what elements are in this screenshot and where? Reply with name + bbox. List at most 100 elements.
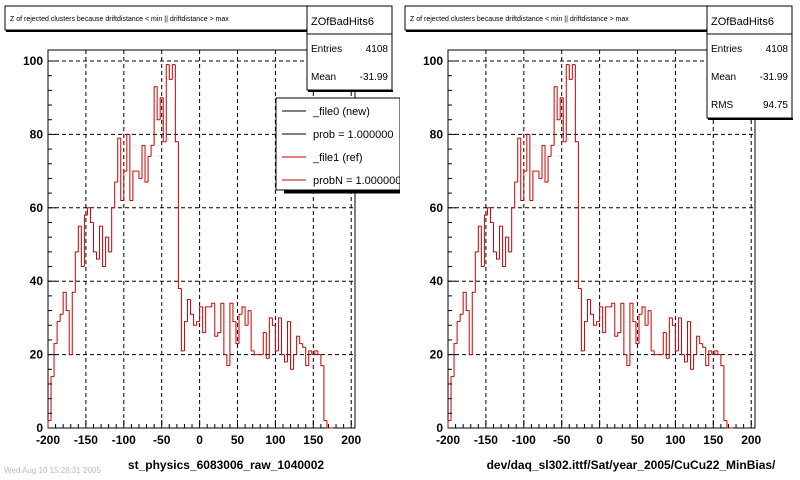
histogram-bin [653,350,658,356]
histogram-bin [668,317,673,359]
histogram-bin [177,141,182,290]
histogram-bin [150,144,155,157]
legend-entry-label: probN = 1.000000 [313,175,400,187]
y-tick-label: 100 [423,54,443,68]
histogram-bin [480,226,485,268]
histogram-bin [505,236,509,267]
histogram-bin [323,365,327,422]
histogram-bin [220,302,224,333]
histogram-bin [123,170,127,201]
histogram-bin [247,310,252,326]
histogram-bin [529,134,533,201]
histogram-bin [644,306,649,326]
stats-value-entries: 4108 [766,44,789,55]
histogram-bin [647,310,652,326]
histogram-bin [174,64,179,143]
histogram-bin [68,310,73,356]
stats-label-mean: Mean [311,72,336,83]
histogram-bin [699,336,703,345]
histogram-bin [305,347,309,367]
x-tick-label: 0 [596,433,603,447]
histogram-bin [217,332,221,337]
timestamp-footnote: Wed Aug 10 15:28:31 2005 [4,466,101,475]
histogram-bin [577,141,582,290]
x-tick-label: 0 [196,433,203,447]
histogram-bin [293,354,297,370]
histogram-bin [499,225,503,260]
x-tick-label: 200 [341,433,361,447]
histogram-bin [311,350,315,356]
histogram-bin [523,170,527,201]
y-tick-label: 80 [30,127,44,141]
histogram-bin [456,321,461,344]
histogram-bin [117,137,121,183]
histogram-bin [190,299,194,315]
histogram-bin [50,376,55,421]
histogram-bin [502,226,506,268]
histogram-bin [623,303,627,356]
stats-box: ZOfBadHits6 Entries 4108 Mean -31.99 RMS 94.75 [706,5,793,120]
histogram-bin [638,313,643,344]
histogram-bin [465,292,470,312]
histogram-bin [186,299,191,322]
y-tick-label: 60 [30,201,44,215]
x-tick-label: -200 [436,433,460,447]
x-tick-label: 100 [265,433,285,447]
legend-entry-label: _file1 (ref) [312,152,363,164]
title-box: Z of rejected clusters because driftdist… [4,5,309,32]
chart-title: Z of rejected clusters because driftdist… [10,16,229,23]
histogram-bin [196,321,200,326]
histogram-bin [83,214,88,267]
histogram-bin [489,207,494,223]
y-tick-label: 40 [430,274,444,288]
y-tick-label: 100 [23,54,43,68]
histogram-bin [583,321,588,351]
histogram-bin [614,303,618,337]
histogram-bin [299,336,303,345]
histogram-bin [120,138,124,201]
chart-title: Z of rejected clusters because driftdist… [410,16,629,23]
legend-entry-label: _file0 (new) [312,106,370,118]
histogram-bin [687,321,691,362]
stats-label-entries: Entries [311,44,342,55]
histogram-bin [708,350,712,366]
histogram-bin [284,354,288,363]
histogram-bin [262,332,267,355]
histogram-bin [147,155,152,183]
histogram-bin [717,350,721,356]
histogram-bin [662,332,667,355]
histogram-bin [544,145,549,183]
histogram-bin [532,170,536,201]
histogram-bin [705,347,709,367]
histogram-bin [171,64,176,80]
histogram-bin [559,97,564,120]
histogram-bin [144,145,149,183]
histogram-bin [65,292,70,312]
histogram-bin [226,354,230,367]
histogram-bin [62,291,67,315]
histogram-bin [229,302,233,366]
histogram-series [47,64,334,429]
x-tick-label: -50 [153,433,171,447]
histogram-bin [702,343,706,348]
histogram-bin [680,317,685,356]
histogram-panel-left: -200 -150 -100 -50 0 50 100 150 200 0 20 40 60 80 100 Z… [4,5,400,472]
histogram-bin [677,317,682,351]
stats-value-rms: 94.75 [763,100,788,111]
histogram-bin [274,325,279,352]
histogram-bin [80,226,85,268]
histogram-bin [253,350,258,356]
histogram-bin [714,350,718,355]
histogram-bin [47,420,52,428]
stats-box-frame [706,5,793,119]
x-tick-label: 50 [231,433,245,447]
histogram-bin [296,335,300,355]
histogram-bin [538,171,542,179]
histogram-bin [453,343,458,377]
histogram-bin [650,310,655,352]
histogram-bin [550,144,555,157]
stats-value-mean: -31.99 [760,72,789,83]
histogram-bin [674,325,679,352]
histogram-bin [684,354,688,363]
